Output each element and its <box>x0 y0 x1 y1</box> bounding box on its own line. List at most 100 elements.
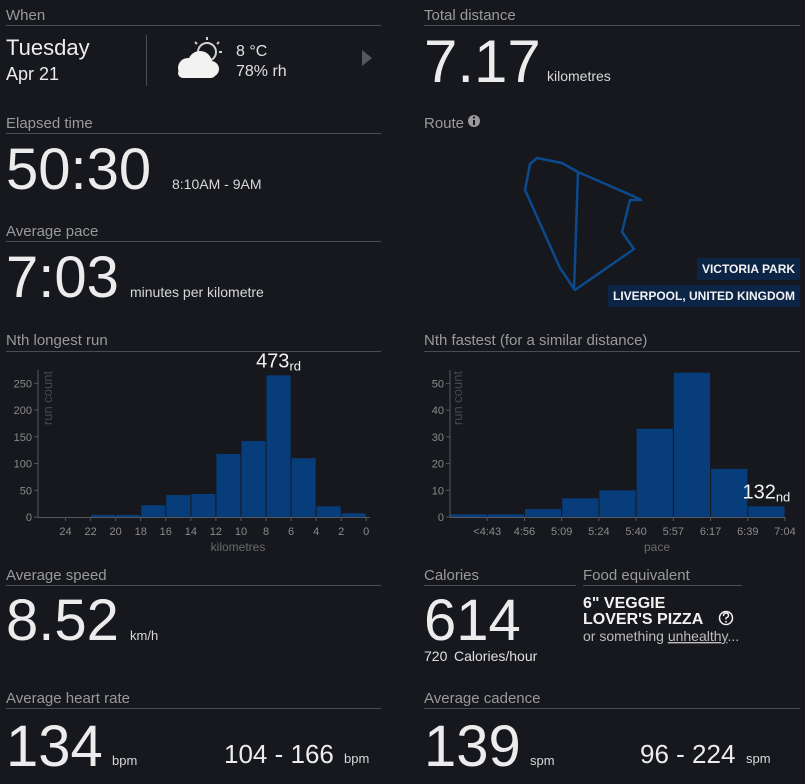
speed-value: 8.52 <box>6 588 119 653</box>
humidity: 78% rh <box>236 63 287 80</box>
x-tick-label: 5:40 <box>625 526 646 538</box>
y-tick-label: 250 <box>14 378 32 390</box>
chart-title: Nth fastest (for a similar distance) <box>424 332 647 349</box>
heart-rate-label: Average heart rate <box>6 690 130 707</box>
x-tick-label: 10 <box>235 526 247 538</box>
annotation-rank: 132 <box>742 481 775 503</box>
temperature: 8 °C <box>236 43 267 60</box>
annotation: 473rd <box>256 350 301 373</box>
bar <box>91 514 116 517</box>
food-name: LOVER'S PIZZA <box>583 611 704 628</box>
pace-unit: minutes per kilometre <box>130 284 264 300</box>
y-tick-label: 10 <box>432 485 444 497</box>
x-tick-label: 6:17 <box>700 526 721 538</box>
annotation-suffix: rd <box>289 358 301 373</box>
bar <box>266 375 291 517</box>
distance-label: Total distance <box>424 7 516 24</box>
bar <box>241 441 266 517</box>
cadence-range-unit: spm <box>746 751 771 766</box>
x-tick-label: <4:43 <box>473 526 501 538</box>
heart-rate-unit: bpm <box>112 753 137 768</box>
heart-rate-value: 134 <box>6 714 103 779</box>
food-note: or something unhealthy... <box>583 628 739 644</box>
y-tick-label: 40 <box>432 405 444 417</box>
location: LIVERPOOL, UNITED KINGDOM <box>613 289 795 303</box>
calories-rate: 720 <box>424 648 448 664</box>
x-tick-label: 5:57 <box>663 526 684 538</box>
bar <box>316 506 341 517</box>
y-tick-label: 30 <box>432 432 444 444</box>
bar <box>116 514 141 517</box>
when-label: When <box>6 7 45 24</box>
x-tick-label: 14 <box>185 526 197 538</box>
bar <box>216 453 241 517</box>
annotation-suffix: nd <box>776 489 790 504</box>
bar <box>711 468 748 517</box>
distance-value: 7.17 <box>424 28 541 95</box>
x-tick-label: 20 <box>110 526 122 538</box>
x-tick-label: 5:09 <box>551 526 572 538</box>
food-name: 6" VEGGIE <box>583 595 666 612</box>
food-label: Food equivalent <box>583 567 691 584</box>
cadence-label: Average cadence <box>424 690 540 707</box>
x-tick-label: 5:24 <box>588 526 609 538</box>
annotation: 132nd <box>742 481 790 504</box>
x-tick-label: 6:39 <box>737 526 758 538</box>
info-icon[interactable] <box>468 115 480 127</box>
note: or something <box>583 628 664 644</box>
x-tick-label: 2 <box>338 526 344 538</box>
chart-title: Nth longest run <box>6 332 108 349</box>
x-tick-label: 4:56 <box>514 526 535 538</box>
place: VICTORIA PARK <box>702 262 795 276</box>
x-tick-label: 22 <box>84 526 96 538</box>
date: Apr 21 <box>6 64 59 84</box>
route-label: Route <box>424 115 464 132</box>
y-tick-label: 0 <box>438 512 444 524</box>
speed-label: Average speed <box>6 567 107 584</box>
annotation-rank: 473 <box>256 350 289 372</box>
bar <box>673 372 711 517</box>
x-tick-label: 12 <box>210 526 222 538</box>
heart-rate-range: 104 - 166 <box>224 739 334 769</box>
map-label-box <box>697 258 800 280</box>
pace-label: Average pace <box>6 223 98 240</box>
note-end: ... <box>728 628 740 644</box>
bar <box>191 494 216 517</box>
x-tick-label: 24 <box>59 526 71 538</box>
map-label-box <box>608 285 800 307</box>
elapsed-label: Elapsed time <box>6 115 93 132</box>
y-axis-label: run count <box>40 371 55 426</box>
help-icon[interactable] <box>718 610 734 626</box>
x-axis-label: kilometres <box>211 540 266 554</box>
food-link[interactable]: unhealthy <box>668 628 729 644</box>
y-tick-label: 50 <box>20 485 32 497</box>
x-tick-label: 0 <box>363 526 369 538</box>
bar <box>291 458 316 517</box>
cadence-unit: spm <box>530 753 555 768</box>
y-tick-label: 150 <box>14 432 32 444</box>
bar <box>341 513 366 517</box>
bar <box>599 490 636 517</box>
weather-icon <box>178 37 222 78</box>
speed-unit: km/h <box>130 628 158 643</box>
bar <box>524 508 562 517</box>
x-axis-label: pace <box>644 540 670 554</box>
day: Tuesday <box>6 35 90 60</box>
next-arrow[interactable] <box>362 50 372 66</box>
bar <box>450 514 487 517</box>
x-tick-label: 7:04 <box>774 526 795 538</box>
bar <box>487 514 524 517</box>
calories-rate-unit: Calories/hour <box>454 648 538 664</box>
x-tick-label: 6 <box>288 526 294 538</box>
x-tick-label: 16 <box>160 526 172 538</box>
bar <box>562 498 599 517</box>
distance-unit: kilometres <box>547 68 611 84</box>
bar <box>636 428 673 517</box>
y-axis-label: run count <box>450 371 465 426</box>
y-tick-label: 50 <box>432 378 444 390</box>
heart-rate-range-unit: bpm <box>344 751 369 766</box>
cadence-value: 139 <box>424 714 521 779</box>
